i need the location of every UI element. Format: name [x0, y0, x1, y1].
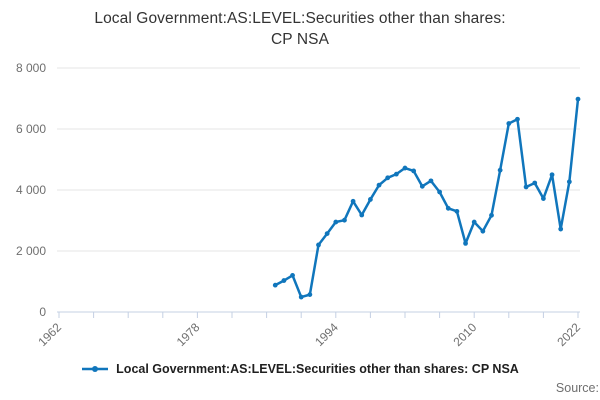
data-point[interactable]	[316, 242, 321, 248]
chart-title-line1: Local Government:AS:LEVEL:Securities oth…	[94, 10, 506, 27]
legend-label: Local Government:AS:LEVEL:Securities oth…	[116, 362, 519, 376]
data-point[interactable]	[471, 219, 477, 225]
data-point[interactable]	[497, 167, 503, 173]
legend[interactable]: Local Government:AS:LEVEL:Securities oth…	[0, 362, 600, 376]
x-tick-label: 1994	[312, 320, 341, 349]
data-point[interactable]	[454, 208, 460, 214]
data-point[interactable]	[523, 184, 529, 190]
chart-title-line2: CP NSA	[270, 31, 330, 48]
y-tick-label: 4 000	[16, 183, 46, 197]
data-point[interactable]	[298, 294, 304, 300]
data-point[interactable]	[411, 168, 417, 174]
y-tick-label: 2 000	[16, 244, 46, 258]
y-tick-label: 0	[39, 305, 46, 319]
y-tick-label: 6 000	[16, 122, 46, 136]
data-point[interactable]	[515, 116, 520, 122]
data-point[interactable]	[506, 121, 512, 126]
data-point[interactable]	[333, 219, 339, 225]
data-point[interactable]	[558, 226, 564, 232]
x-tick-label: 1978	[174, 320, 203, 349]
data-point[interactable]	[350, 198, 356, 204]
data-point[interactable]	[480, 228, 486, 234]
data-point[interactable]	[385, 175, 391, 181]
data-point[interactable]	[566, 179, 572, 185]
data-point[interactable]	[575, 96, 581, 102]
chart-title: Local Government:AS:LEVEL:Securities oth…	[0, 8, 600, 50]
data-point[interactable]	[463, 240, 468, 246]
data-point[interactable]	[541, 196, 546, 201]
data-point[interactable]	[437, 189, 442, 195]
legend-line-marker-icon	[82, 366, 109, 372]
data-point[interactable]	[402, 165, 408, 171]
data-point[interactable]	[359, 212, 365, 218]
data-point[interactable]	[307, 292, 313, 298]
y-tick-label: 8 000	[16, 61, 46, 75]
data-point[interactable]	[489, 212, 494, 218]
x-tick-label: 2010	[451, 320, 480, 349]
data-point[interactable]	[290, 273, 295, 278]
data-point[interactable]	[281, 278, 287, 283]
x-tick-label: 2022	[554, 320, 583, 349]
data-point[interactable]	[376, 182, 382, 188]
data-point[interactable]	[342, 217, 347, 223]
data-point[interactable]	[445, 205, 451, 211]
data-point[interactable]	[393, 171, 399, 177]
data-point[interactable]	[532, 180, 538, 186]
data-point[interactable]	[368, 197, 373, 202]
data-point[interactable]	[428, 178, 434, 184]
data-point[interactable]	[419, 183, 425, 189]
x-tick-label: 1962	[35, 320, 64, 349]
source-label: Source:	[555, 381, 599, 395]
data-point[interactable]	[549, 172, 555, 178]
data-point[interactable]	[324, 231, 330, 237]
data-point[interactable]	[272, 282, 278, 288]
